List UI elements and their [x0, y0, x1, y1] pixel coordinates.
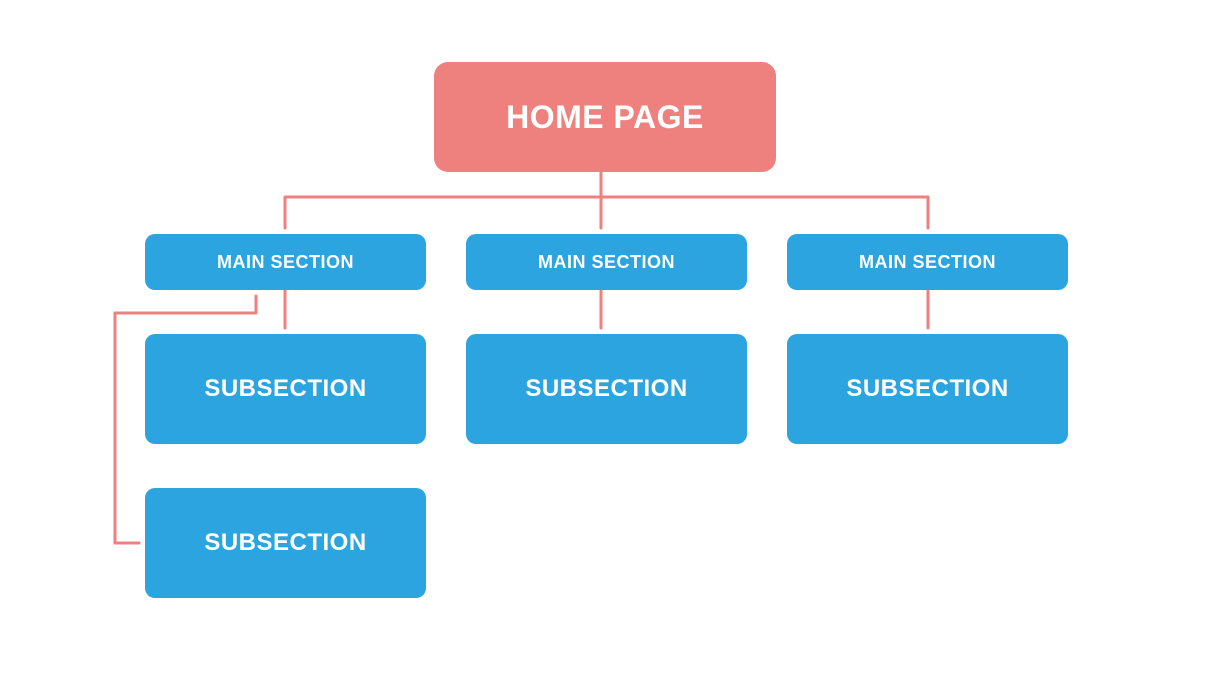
node-main2: MAIN SECTION: [466, 234, 747, 290]
node-root: HOME PAGE: [434, 62, 776, 172]
node-label: SUBSECTION: [846, 375, 1008, 403]
node-sub3a: SUBSECTION: [787, 334, 1068, 444]
node-label: MAIN SECTION: [538, 252, 675, 273]
node-main3: MAIN SECTION: [787, 234, 1068, 290]
node-label: SUBSECTION: [204, 529, 366, 557]
node-main1: MAIN SECTION: [145, 234, 426, 290]
node-sub1b: SUBSECTION: [145, 488, 426, 598]
node-label: SUBSECTION: [525, 375, 687, 403]
node-label: MAIN SECTION: [217, 252, 354, 273]
edge-root-main3: [601, 172, 928, 228]
node-label: SUBSECTION: [204, 375, 366, 403]
node-label: HOME PAGE: [506, 99, 704, 136]
node-sub1a: SUBSECTION: [145, 334, 426, 444]
edge-root-main1: [285, 172, 601, 228]
node-sub2a: SUBSECTION: [466, 334, 747, 444]
node-label: MAIN SECTION: [859, 252, 996, 273]
